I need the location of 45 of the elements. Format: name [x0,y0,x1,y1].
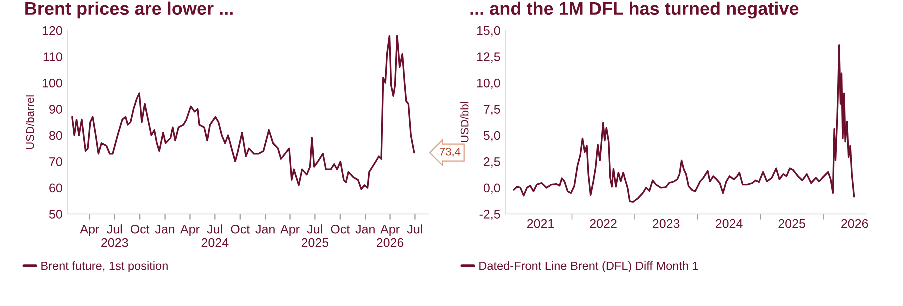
y-tick-label: 15,0 [477,26,500,37]
line-series [513,44,856,203]
y-tick-label: 12,5 [477,52,500,63]
x-tick-label: Jan [256,225,275,234]
x-tick-label: 2023 [653,219,680,228]
x-tick-label: Jul [407,224,422,234]
x-tick-label: Oct [231,224,250,234]
x-tick-label: 2025 [778,219,806,228]
x-tick-label: Jan [155,225,175,234]
y-tick-label: 120 [42,26,62,36]
x-tick-label: Jan [356,225,375,234]
x-tick-label: Oct [130,224,150,234]
x-tick-label: Jul 2025 [302,224,329,248]
x-tick-label: Apr 2026 [377,225,404,248]
chart-title: Brent prices are lower ... [26,2,233,19]
y-tick-label: 7,5 [484,105,500,116]
y-tick-label: 0,0 [484,184,500,194]
y-tick-label: 2,5 [484,158,500,168]
chart-title: ... and the 1M DFL has turned negative [470,2,799,19]
x-tick-label: Apr [80,225,100,236]
legend-label: Brent future, 1st position [42,262,168,273]
y-tick-label: 80 [50,131,62,140]
x-tick-label: 2022 [590,219,617,228]
y-axis-title: USD/bbl [460,102,469,142]
x-tick-label: 2024 [716,219,743,228]
y-tick-label: 50 [49,210,62,219]
y-tick-label: 70 [50,158,62,166]
x-tick-label: 2021 [527,219,554,228]
y-axis-title: USD/barrel [26,96,34,150]
y-tick-label: 90 [50,105,62,114]
y-tick-label: 10,0 [477,78,500,90]
y-tick-label: 5,0 [484,131,500,142]
annotation: 73,4 [440,148,461,158]
x-tick-label: 2026 [842,219,868,228]
y-tick-label: 60 [50,184,62,193]
x-tick-label: Apr [280,225,300,236]
legend-label: Dated-Front Line Brent (DFL) Diff Month 1 [480,262,698,273]
x-tick-label: Oct [331,224,350,234]
line-series [72,35,416,190]
y-tick-label: -2,5 [480,210,500,220]
x-tick-label: Apr [180,225,200,236]
x-tick-label: Jul 2024 [202,224,229,248]
y-tick-label: 110 [44,52,62,62]
y-tick-label: 100 [42,78,62,88]
x-tick-label: Jul 2023 [102,224,128,248]
